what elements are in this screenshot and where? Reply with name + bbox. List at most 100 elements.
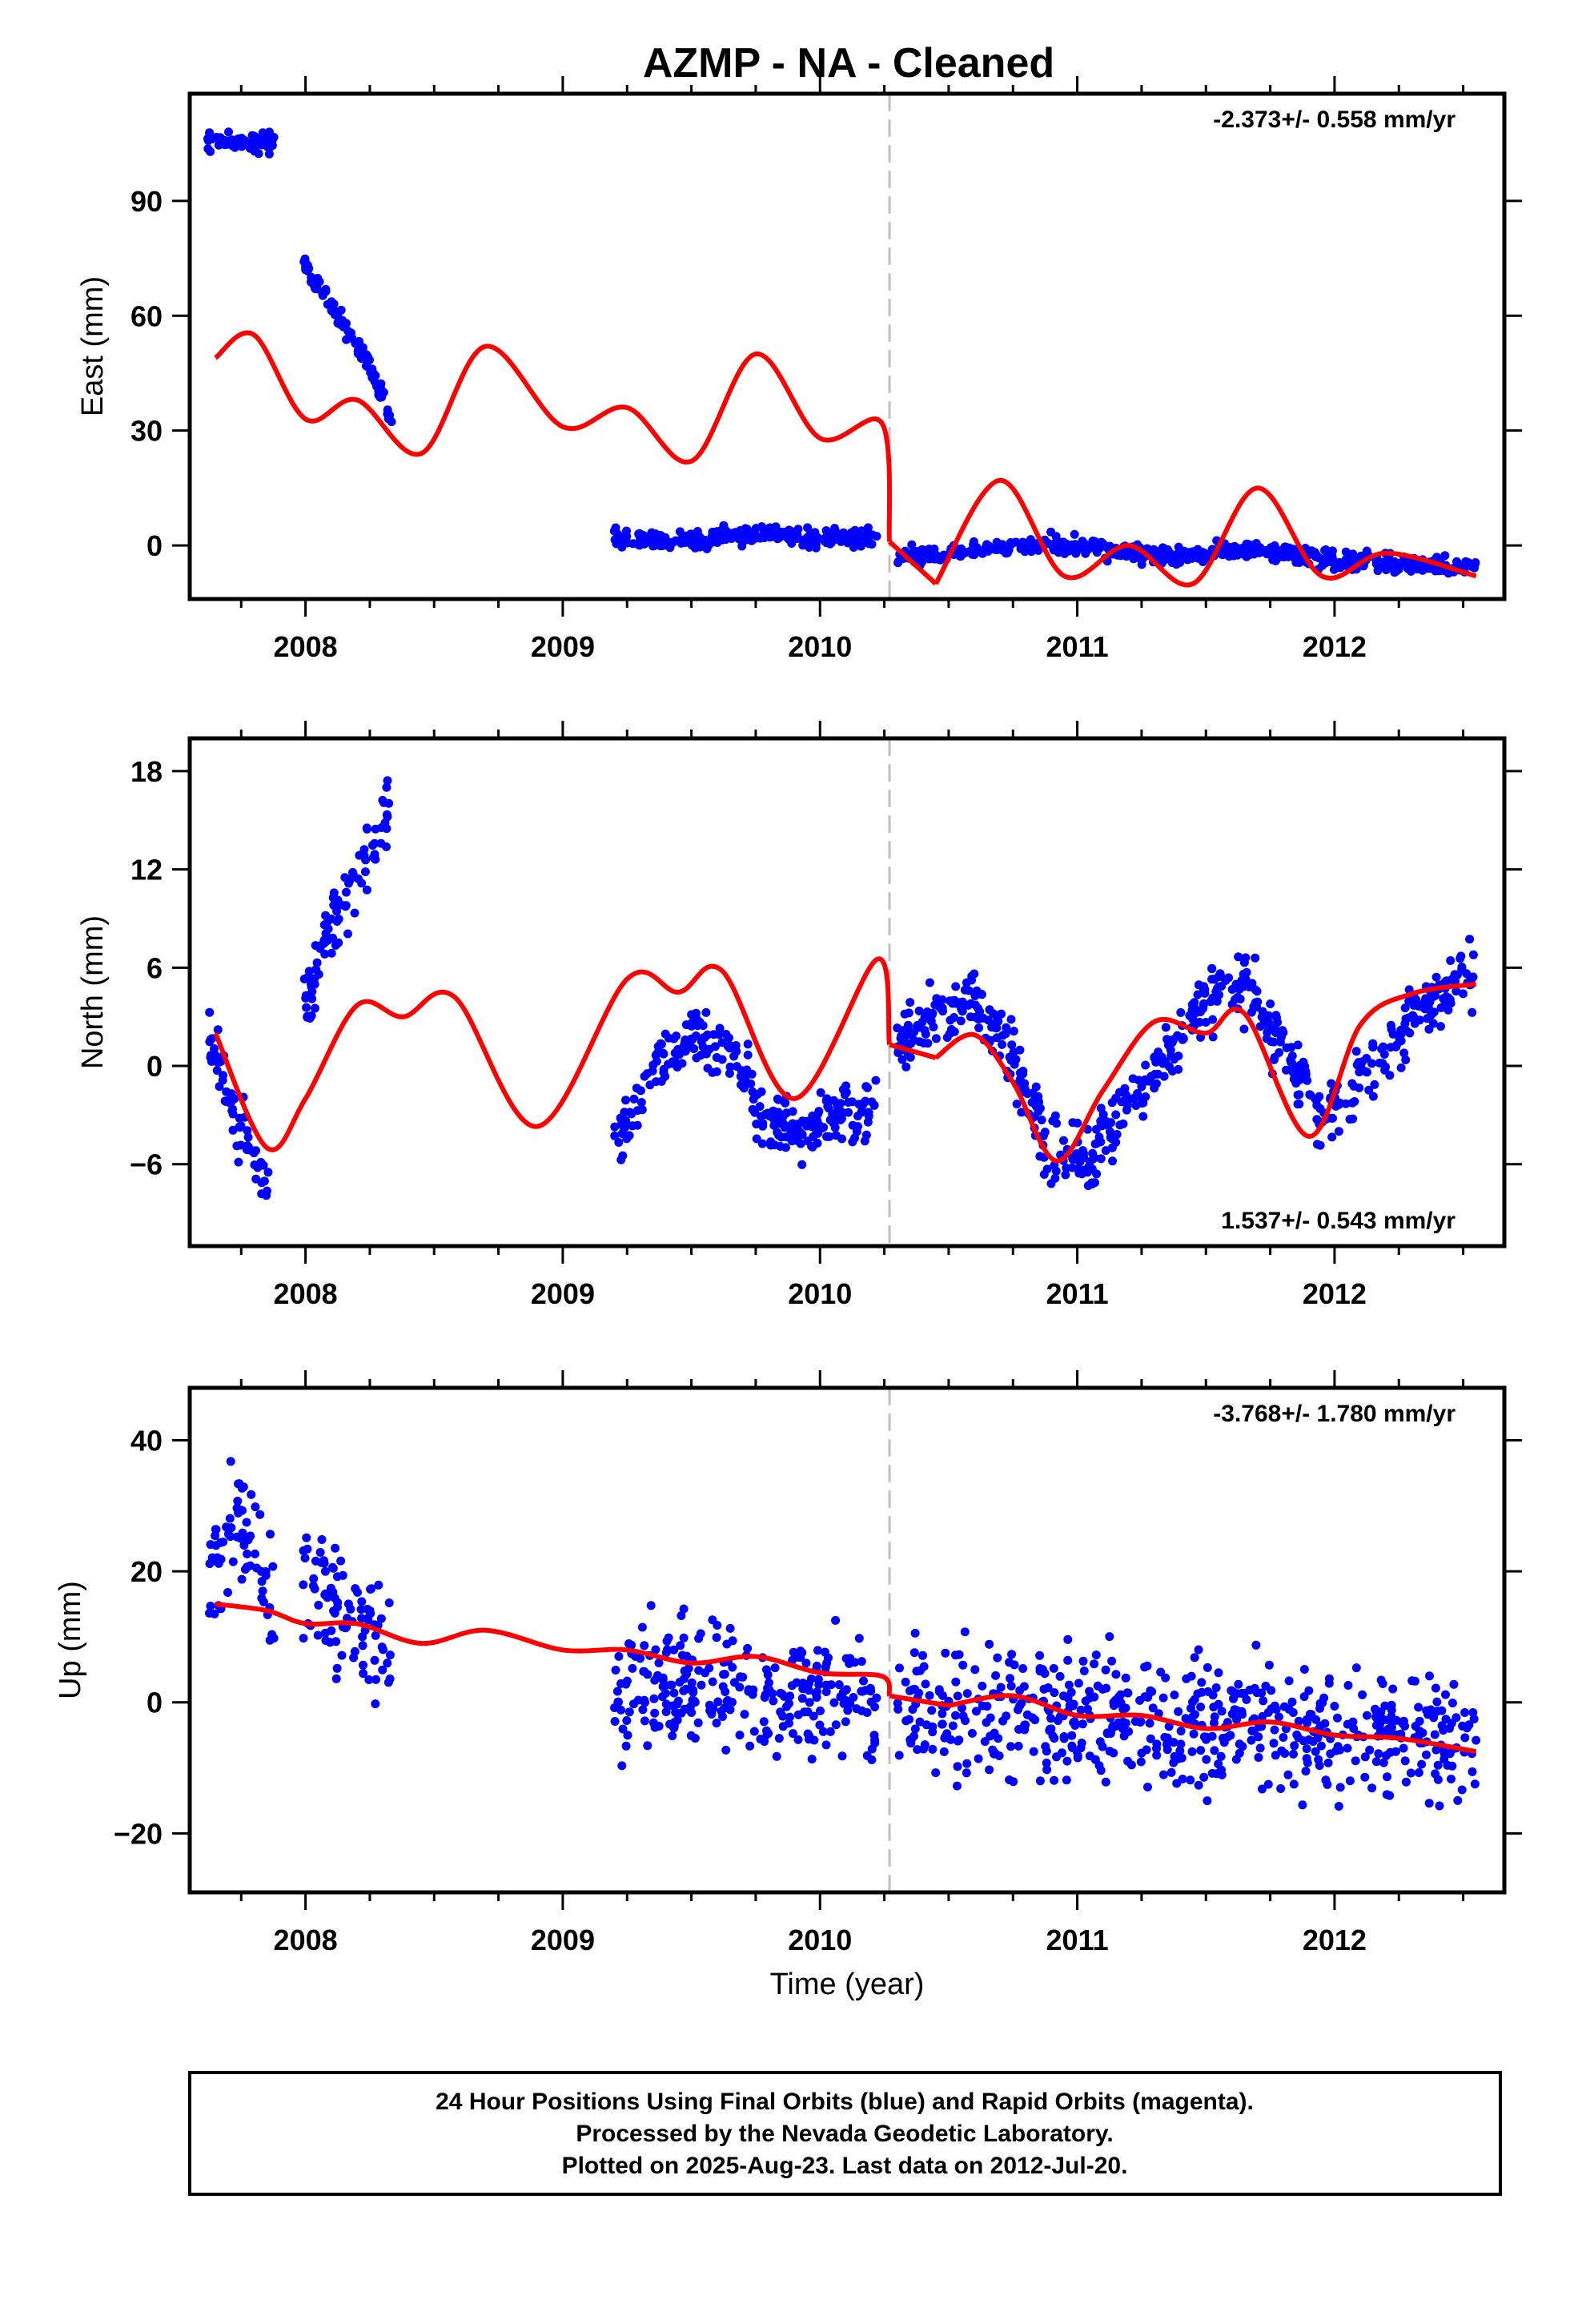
data-point bbox=[970, 1665, 980, 1675]
data-point bbox=[1430, 1730, 1439, 1739]
data-point bbox=[761, 1665, 771, 1675]
data-point bbox=[813, 1675, 823, 1684]
data-point bbox=[840, 1090, 849, 1100]
data-point bbox=[1117, 1097, 1126, 1107]
data-point bbox=[313, 1630, 323, 1640]
data-point bbox=[207, 135, 217, 144]
data-point bbox=[1074, 1679, 1083, 1688]
data-point bbox=[661, 1029, 670, 1039]
data-point bbox=[1466, 973, 1476, 982]
data-point bbox=[751, 524, 761, 533]
data-point bbox=[1208, 1691, 1218, 1700]
data-point bbox=[697, 1680, 706, 1690]
data-point bbox=[665, 543, 675, 553]
data-point bbox=[1091, 1124, 1101, 1134]
data-point bbox=[1384, 556, 1394, 565]
data-point bbox=[371, 1675, 380, 1684]
data-point bbox=[998, 1039, 1007, 1049]
data-point bbox=[649, 1694, 659, 1703]
data-point bbox=[1447, 1775, 1456, 1783]
data-point bbox=[824, 1653, 833, 1663]
data-point bbox=[1042, 1759, 1051, 1767]
data-point bbox=[749, 1095, 758, 1104]
data-point bbox=[622, 1716, 632, 1725]
data-point bbox=[1319, 557, 1328, 567]
data-point bbox=[688, 532, 697, 541]
data-point bbox=[321, 929, 331, 939]
data-point bbox=[1170, 1691, 1179, 1699]
data-point bbox=[1227, 1709, 1237, 1719]
data-point bbox=[656, 531, 665, 540]
data-point bbox=[1323, 551, 1333, 561]
data-point bbox=[853, 1112, 862, 1121]
data-point bbox=[951, 1711, 960, 1720]
data-point bbox=[385, 1651, 395, 1660]
data-point bbox=[669, 1688, 679, 1698]
data-point bbox=[618, 1151, 628, 1160]
data-point bbox=[215, 140, 224, 149]
y-tick-label: −6 bbox=[130, 1148, 163, 1181]
data-point bbox=[970, 1000, 980, 1010]
data-point bbox=[1161, 1023, 1170, 1032]
data-point bbox=[909, 1731, 918, 1741]
data-point bbox=[962, 1689, 972, 1699]
data-point bbox=[1050, 1173, 1060, 1183]
data-point bbox=[1064, 1680, 1074, 1690]
data-point bbox=[749, 1685, 758, 1695]
data-point bbox=[1042, 1765, 1052, 1775]
y-tick-label: 12 bbox=[130, 854, 163, 887]
data-point bbox=[673, 1059, 682, 1069]
data-point bbox=[317, 1535, 327, 1544]
data-point bbox=[1289, 1779, 1299, 1789]
data-point bbox=[1018, 1082, 1027, 1092]
velocity-rate-label: 1.537+/- 0.543 mm/yr bbox=[1221, 1208, 1456, 1234]
data-point bbox=[1214, 1668, 1223, 1678]
data-point bbox=[1046, 527, 1056, 537]
y-tick-label: 0 bbox=[147, 529, 163, 562]
data-point bbox=[224, 127, 233, 137]
data-point bbox=[658, 1682, 668, 1691]
data-point bbox=[833, 1104, 843, 1113]
data-point bbox=[1460, 1708, 1470, 1717]
data-point bbox=[776, 1142, 785, 1151]
data-point bbox=[1271, 1705, 1281, 1714]
data-point bbox=[1016, 544, 1026, 553]
data-point bbox=[1070, 529, 1079, 539]
data-point bbox=[256, 1157, 266, 1167]
data-point bbox=[1122, 552, 1131, 561]
data-point bbox=[729, 528, 739, 537]
data-point bbox=[1435, 1801, 1444, 1811]
data-point bbox=[675, 1678, 685, 1687]
model-offset-step bbox=[889, 1042, 937, 1060]
data-point bbox=[1111, 1670, 1121, 1679]
data-point bbox=[1145, 1719, 1154, 1728]
data-point bbox=[1465, 935, 1475, 944]
data-point bbox=[318, 291, 327, 300]
data-point bbox=[1287, 1043, 1296, 1052]
data-point bbox=[928, 1008, 938, 1018]
data-point bbox=[918, 1651, 927, 1660]
data-point bbox=[1197, 1678, 1207, 1687]
data-point bbox=[1260, 547, 1270, 557]
data-point bbox=[920, 546, 930, 556]
data-point bbox=[870, 1703, 880, 1711]
data-point bbox=[343, 929, 352, 939]
data-point bbox=[760, 1693, 769, 1702]
data-point bbox=[1247, 1735, 1256, 1745]
data-point bbox=[1142, 1661, 1152, 1671]
data-point bbox=[821, 1740, 831, 1750]
data-point bbox=[617, 1129, 627, 1138]
data-point bbox=[1284, 1676, 1294, 1686]
y-axis-label: Up (mm) bbox=[54, 1581, 87, 1699]
data-point bbox=[610, 1717, 620, 1726]
data-point bbox=[1141, 1092, 1150, 1101]
data-point bbox=[1355, 1084, 1364, 1092]
data-point bbox=[1274, 1712, 1283, 1722]
data-point bbox=[897, 1055, 907, 1064]
x-tick-label: 2011 bbox=[1046, 1277, 1109, 1310]
data-point bbox=[813, 1646, 822, 1655]
y-tick-label: 30 bbox=[130, 415, 163, 448]
data-point bbox=[1468, 950, 1478, 959]
data-point bbox=[1259, 1015, 1269, 1025]
data-point bbox=[1063, 1655, 1073, 1665]
